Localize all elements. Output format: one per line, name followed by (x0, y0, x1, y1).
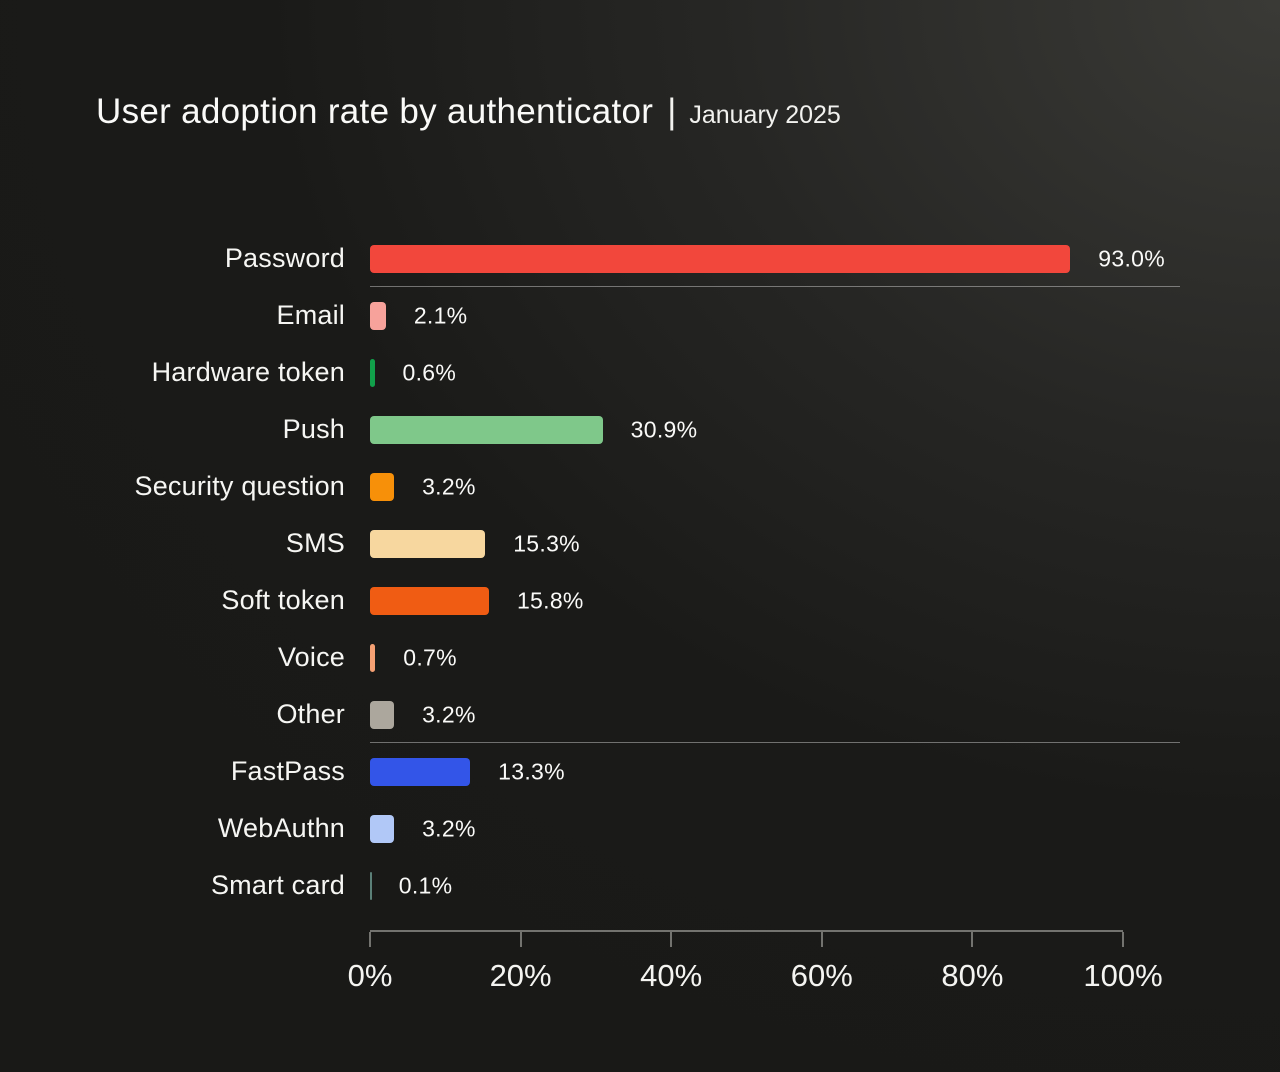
axis-tick-label: 100% (1083, 958, 1163, 993)
bar-row: Email 2.1% (0, 287, 1280, 344)
bar-track: 13.3% (370, 757, 1123, 786)
bar-track: 15.8% (370, 586, 1123, 615)
value-label: 15.3% (513, 530, 580, 556)
category-label: FastPass (230, 756, 345, 786)
bar-track: 30.9% (370, 415, 1123, 444)
title-divider: | (667, 92, 677, 131)
value-label: 2.1% (413, 302, 468, 328)
bar (370, 244, 1071, 273)
bar-row: Smart card 0.1% (0, 857, 1280, 914)
bar (370, 415, 603, 444)
bar-row: Hardware token 0.6% (0, 344, 1280, 401)
row-separator-line (370, 742, 1180, 743)
axis-tick (820, 932, 823, 947)
bar (370, 301, 386, 330)
bar (370, 472, 395, 501)
value-label: 3.2% (422, 701, 476, 727)
bar-chart-rows: Password 93.0% Email 2.1% Hardware token… (0, 230, 1280, 914)
axis-tick-label: 20% (489, 958, 552, 993)
axis-tick (670, 932, 673, 947)
row-separator-line (370, 286, 1180, 287)
bar-row: Soft token 15.8% (0, 572, 1280, 629)
bar-track: 3.2% (370, 472, 1123, 501)
chart-subtitle: January 2025 (689, 101, 841, 129)
bar-track: 0.6% (370, 358, 1123, 387)
bar-row: Other 3.2% (0, 686, 1280, 743)
bar (370, 529, 486, 558)
value-label: 30.9% (630, 416, 698, 442)
bar-track: 3.2% (370, 700, 1123, 729)
category-label: SMS (285, 528, 345, 558)
axis-tick (1122, 932, 1124, 947)
category-label: Voice (277, 642, 345, 672)
bar (370, 358, 375, 387)
bar (370, 871, 372, 900)
bar-row: Security question 3.2% (0, 458, 1280, 515)
bar (370, 643, 376, 672)
value-label: 3.2% (422, 473, 476, 499)
category-label: Soft token (221, 585, 345, 615)
bar-row: Password 93.0% (0, 230, 1280, 287)
bar-row: WebAuthn 3.2% (0, 800, 1280, 857)
chart-header: User adoption rate by authenticator | Ja… (96, 92, 841, 132)
category-label: WebAuthn (217, 813, 345, 843)
bar-track: 0.7% (370, 643, 1123, 672)
category-label: Security question (134, 471, 345, 501)
bar-row: Voice 0.7% (0, 629, 1280, 686)
axis-tick-label: 40% (640, 958, 703, 993)
bar (370, 814, 395, 843)
value-label: 0.1% (398, 872, 453, 898)
value-label: 93.0% (1098, 245, 1165, 271)
axis-tick-label: 80% (941, 958, 1004, 993)
bar-row: Push 30.9% (0, 401, 1280, 458)
bar-track: 0.1% (370, 871, 1123, 900)
bar (370, 700, 395, 729)
x-axis: 0% 20% 40% 60% 80% 100% (348, 930, 1163, 993)
value-label: 3.2% (422, 815, 476, 841)
category-label: Hardware token (151, 357, 345, 387)
bar-track: 15.3% (370, 529, 1123, 558)
value-label: 13.3% (498, 758, 565, 784)
axis-tick (971, 932, 974, 947)
axis-tick (519, 932, 522, 947)
category-label: Password (224, 243, 345, 273)
category-label: Other (276, 699, 345, 729)
axis-tick-label: 60% (790, 958, 853, 993)
bar-track: 93.0% (370, 244, 1165, 273)
category-label: Push (282, 414, 345, 444)
bar-row: SMS 15.3% (0, 515, 1280, 572)
value-label: 0.7% (403, 644, 457, 670)
bar-track: 3.2% (370, 814, 1123, 843)
category-label: Email (276, 300, 345, 330)
bar (370, 586, 489, 615)
category-label: Smart card (210, 870, 345, 900)
chart-title: User adoption rate by authenticator (96, 92, 654, 131)
value-label: 15.8% (516, 587, 584, 613)
axis-tick-label: 0% (347, 958, 393, 993)
bar (370, 757, 471, 786)
value-label: 0.6% (402, 359, 457, 385)
bar-row: FastPass 13.3% (0, 743, 1280, 800)
axis-tick (369, 932, 371, 947)
bar-track: 2.1% (370, 301, 1123, 330)
